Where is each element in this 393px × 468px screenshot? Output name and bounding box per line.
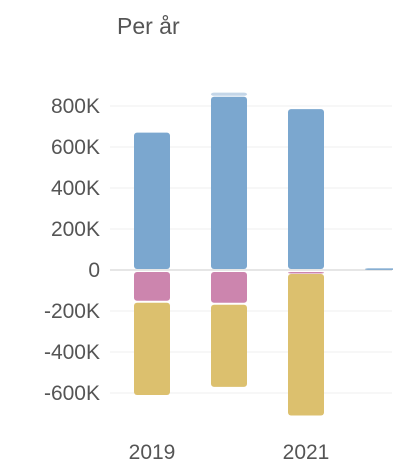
bar-segment [211,304,247,387]
y-tick-label: 400K [51,177,100,200]
bars [134,92,393,416]
y-tick-label: 800K [51,95,100,118]
y-tick-label: 0 [88,259,100,282]
y-tick-label: -200K [44,300,100,323]
bar-segment [134,272,170,301]
bar-segment [134,132,170,269]
bar-segment [288,274,324,416]
bar-segment [211,96,247,270]
y-tick-label: 200K [51,218,100,241]
x-axis-ticks: 2019 2021 [129,441,330,464]
bar-segment [288,272,324,274]
x-tick-label: 2019 [129,441,176,464]
bar-segment [134,302,170,396]
chart-title: Per år [117,13,180,39]
bar-segment [288,109,324,269]
bar-segment [365,268,393,270]
y-axis-ticks: 800K 600K 400K 200K 0 -200K -400K -600K [44,95,100,405]
y-tick-label: -400K [44,341,100,364]
y-tick-label: -600K [44,382,100,405]
bar-segment [211,272,247,303]
bar-segment [211,92,247,96]
y-tick-label: 600K [51,136,100,159]
x-tick-label: 2021 [283,441,330,464]
